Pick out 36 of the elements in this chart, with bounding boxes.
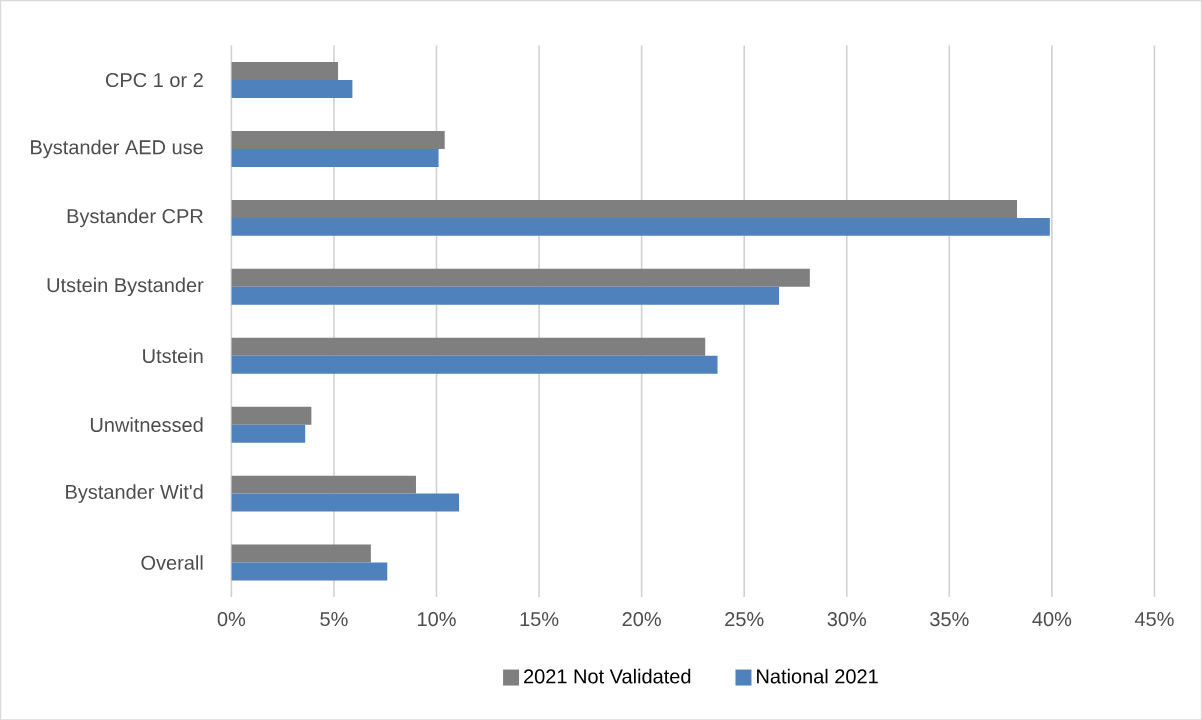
- y-tick-label: Bystander Wit'd: [66, 484, 203, 503]
- bar: [231, 268, 810, 287]
- y-tick-label: CPC 1 or 2: [105, 72, 203, 87]
- bar: [231, 148, 439, 167]
- bar: [231, 562, 388, 581]
- y-tick-label: Bystander CPR: [67, 208, 203, 227]
- bar: [231, 130, 445, 149]
- y-tick-label: Utstein: [143, 348, 203, 363]
- y-tick-label: Unwitnessed: [90, 417, 203, 432]
- legend-label: National 2021: [757, 668, 878, 684]
- bar: [231, 544, 371, 563]
- bar: [231, 61, 339, 80]
- x-tick-label: 0%: [217, 611, 246, 626]
- x-tick-label: 5%: [320, 611, 348, 626]
- x-tick-label: 40%: [1032, 611, 1072, 626]
- x-tick-label: 25%: [725, 611, 764, 626]
- x-tick-label: 35%: [930, 611, 969, 626]
- x-tick-label: 10%: [418, 611, 456, 626]
- legend-label: 2021 Not Validated: [524, 668, 691, 684]
- x-tick-label: 15%: [520, 611, 559, 626]
- bar: [231, 493, 460, 512]
- bar: [231, 286, 780, 305]
- bar: [231, 79, 353, 98]
- x-tick-label: 20%: [622, 611, 661, 626]
- bar: [231, 424, 306, 443]
- bar: [231, 199, 1018, 218]
- bar: [231, 355, 718, 374]
- bar: [231, 337, 706, 356]
- y-tick-label: Utstein Bystander: [47, 277, 204, 296]
- y-tick-label: Overall: [141, 554, 203, 570]
- x-tick-label: 45%: [1134, 611, 1174, 626]
- bar: [231, 217, 1050, 236]
- y-tick-label: Bystander AED use: [31, 139, 203, 159]
- bar: [231, 406, 312, 425]
- x-tick-label: 30%: [827, 611, 867, 626]
- bar: [231, 475, 416, 494]
